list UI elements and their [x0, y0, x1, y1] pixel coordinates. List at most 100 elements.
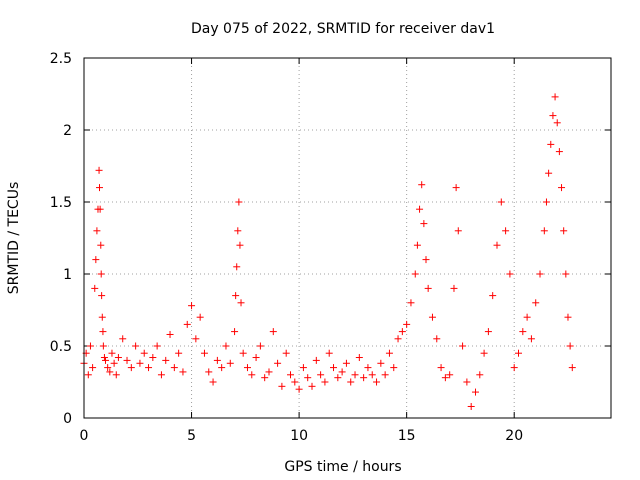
data-point	[235, 198, 243, 206]
data-point	[209, 378, 217, 386]
data-point	[321, 378, 329, 386]
data-point	[502, 227, 510, 235]
data-point	[102, 356, 110, 364]
data-point	[381, 371, 389, 379]
data-point	[385, 349, 393, 357]
data-point	[368, 371, 376, 379]
data-point	[278, 382, 286, 390]
data-point	[95, 184, 103, 192]
data-point	[422, 256, 430, 264]
x-tick-label: 0	[80, 428, 89, 444]
data-point	[476, 371, 484, 379]
data-point	[355, 354, 363, 362]
data-point	[232, 292, 240, 300]
data-point	[454, 227, 462, 235]
y-tick-label: 2	[63, 123, 72, 139]
data-point	[175, 349, 183, 357]
data-point	[104, 364, 112, 372]
data-point	[89, 364, 97, 372]
data-point	[166, 330, 174, 338]
data-point	[418, 181, 426, 189]
y-tick-label: 0.5	[50, 339, 72, 355]
data-point	[149, 354, 157, 362]
data-point	[471, 388, 479, 396]
data-point	[261, 374, 269, 382]
data-point	[183, 320, 191, 328]
data-point	[93, 227, 101, 235]
data-point	[192, 335, 200, 343]
data-point	[99, 328, 107, 336]
data-point	[547, 140, 555, 148]
data-point	[568, 364, 576, 372]
data-point	[424, 284, 432, 292]
data-point	[98, 292, 106, 300]
y-tick-label: 0	[63, 411, 72, 427]
data-point	[312, 356, 320, 364]
data-point	[213, 356, 221, 364]
data-point	[226, 359, 234, 367]
data-point	[377, 359, 385, 367]
data-point	[299, 364, 307, 372]
chart-title: Day 075 of 2022, SRMTID for receiver dav…	[191, 21, 495, 37]
data-point	[542, 198, 550, 206]
data-point	[92, 256, 100, 264]
data-point	[291, 378, 299, 386]
data-point	[136, 359, 144, 367]
data-point	[248, 371, 256, 379]
data-point	[564, 313, 572, 321]
x-axis-title: GPS time / hours	[284, 459, 401, 475]
data-point	[506, 270, 514, 278]
data-point	[286, 371, 294, 379]
data-point	[205, 368, 213, 376]
data-point	[433, 335, 441, 343]
data-point	[91, 284, 99, 292]
data-point	[428, 313, 436, 321]
data-point	[394, 335, 402, 343]
y-tick-label: 1.5	[50, 195, 72, 211]
data-point	[145, 364, 153, 372]
data-point	[157, 371, 165, 379]
data-point	[373, 378, 381, 386]
x-tick-label: 20	[505, 428, 523, 444]
data-point	[110, 359, 118, 367]
data-point	[123, 356, 131, 364]
data-point	[97, 270, 105, 278]
x-tick-label: 5	[187, 428, 196, 444]
data-point	[218, 364, 226, 372]
data-point	[252, 354, 260, 362]
data-point	[106, 368, 114, 376]
data-point	[96, 205, 104, 213]
data-point	[558, 184, 566, 192]
data-point	[364, 364, 372, 372]
data-point	[347, 378, 355, 386]
data-point	[114, 354, 122, 362]
data-point	[140, 349, 148, 357]
data-point	[295, 385, 303, 393]
data-point	[127, 364, 135, 372]
data-point	[536, 270, 544, 278]
data-point	[351, 371, 359, 379]
data-point	[452, 184, 460, 192]
data-point	[566, 342, 574, 350]
data-point	[562, 270, 570, 278]
data-point	[112, 371, 120, 379]
data-point	[179, 368, 187, 376]
data-point	[99, 342, 107, 350]
data-point	[308, 382, 316, 390]
data-point	[233, 263, 241, 271]
data-point	[269, 328, 277, 336]
data-point	[360, 374, 368, 382]
data-point	[231, 328, 239, 336]
data-point	[200, 349, 208, 357]
data-point	[119, 335, 127, 343]
data-point	[325, 349, 333, 357]
data-point	[236, 241, 244, 249]
data-point	[97, 241, 105, 249]
data-point	[334, 374, 342, 382]
data-point	[188, 302, 196, 310]
y-tick-label: 2.5	[50, 51, 72, 67]
data-point	[390, 364, 398, 372]
data-point	[338, 368, 346, 376]
data-point	[467, 402, 475, 410]
